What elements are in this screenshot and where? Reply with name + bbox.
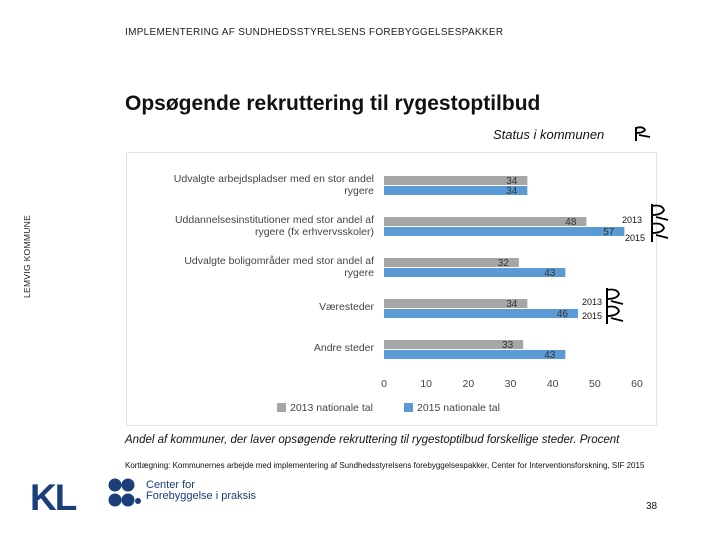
year-tag-2013: 2013 — [582, 297, 603, 307]
status-label: Status i kommunen — [493, 127, 605, 142]
flag-icon — [651, 204, 669, 242]
category-label: Væresteder — [319, 301, 374, 313]
chart-caption: Andel af kommuner, der laver opsøgende r… — [125, 434, 620, 446]
bar-2015 — [384, 227, 625, 236]
category-label: Udvalgte arbejdspladser med en stor ande… — [174, 173, 374, 185]
category-label: rygere (fx erhvervsskoler) — [255, 226, 374, 238]
data-label: 34 — [506, 176, 518, 187]
x-tick-label: 20 — [462, 378, 474, 390]
category-label: rygere — [344, 267, 374, 279]
x-tick-label: 60 — [631, 378, 643, 390]
legend-swatch — [277, 403, 286, 412]
bar-chart: Udvalgte arbejdspladser med en stor ande… — [174, 173, 643, 414]
cfp-logo-text: Center for Forebyggelse i praksis — [146, 480, 256, 502]
clover-logo-icon — [108, 478, 141, 507]
category-label: rygere — [344, 185, 374, 197]
data-label: 34 — [506, 186, 518, 197]
bar-2015 — [384, 186, 528, 195]
category-label: Uddannelsesinstitutioner med stor andel … — [175, 214, 374, 226]
x-tick-label: 30 — [505, 378, 517, 390]
bar-2015 — [384, 350, 566, 359]
category-label: Andre steder — [314, 342, 375, 354]
category-label: Udvalgte boligområder med stor andel af — [184, 255, 374, 267]
slide-title: Opsøgende rekruttering til rygestoptilbu… — [125, 92, 541, 115]
kl-logo: KL — [30, 477, 77, 518]
cfp-line2: Forebyggelse i praksis — [146, 490, 257, 502]
data-label: 43 — [544, 350, 556, 361]
bar-2015 — [384, 309, 578, 318]
data-label: 48 — [565, 217, 577, 228]
legend-swatch — [404, 403, 413, 412]
flag-icon — [606, 288, 624, 324]
year-tag-2013: 2013 — [622, 215, 643, 225]
year-tag-2015: 2015 — [625, 233, 646, 243]
data-label: 46 — [557, 309, 569, 320]
data-label: 33 — [502, 340, 514, 351]
legend-label: 2013 nationale tal — [290, 402, 373, 414]
data-label: 34 — [506, 299, 518, 310]
year-tag-2015: 2015 — [582, 311, 603, 321]
municipality-label: LEMVIG KOMMUNE — [22, 214, 32, 298]
legend-label: 2015 nationale tal — [417, 402, 500, 414]
header-label: IMPLEMENTERING AF SUNDHEDSSTYRELSENS FOR… — [125, 27, 504, 38]
bar-2013 — [384, 217, 587, 226]
bar-2013 — [384, 176, 528, 185]
bar-2013 — [384, 340, 524, 349]
bar-2013 — [384, 258, 519, 267]
x-tick-label: 50 — [589, 378, 601, 390]
data-label: 57 — [603, 227, 615, 238]
chart-area: Udvalgte arbejdspladser med en stor ande… — [126, 152, 657, 426]
flag-icon — [635, 126, 651, 141]
page-number: 38 — [646, 501, 658, 512]
source-note: Kortlægning: Kommunernes arbejde med imp… — [125, 461, 645, 470]
data-label: 32 — [498, 258, 510, 269]
x-tick-label: 40 — [547, 378, 559, 390]
x-tick-label: 10 — [420, 378, 432, 390]
data-label: 43 — [544, 268, 556, 279]
cfp-line1: Center for — [146, 479, 195, 491]
bar-2015 — [384, 268, 566, 277]
x-tick-label: 0 — [381, 378, 387, 390]
bar-2013 — [384, 299, 528, 308]
